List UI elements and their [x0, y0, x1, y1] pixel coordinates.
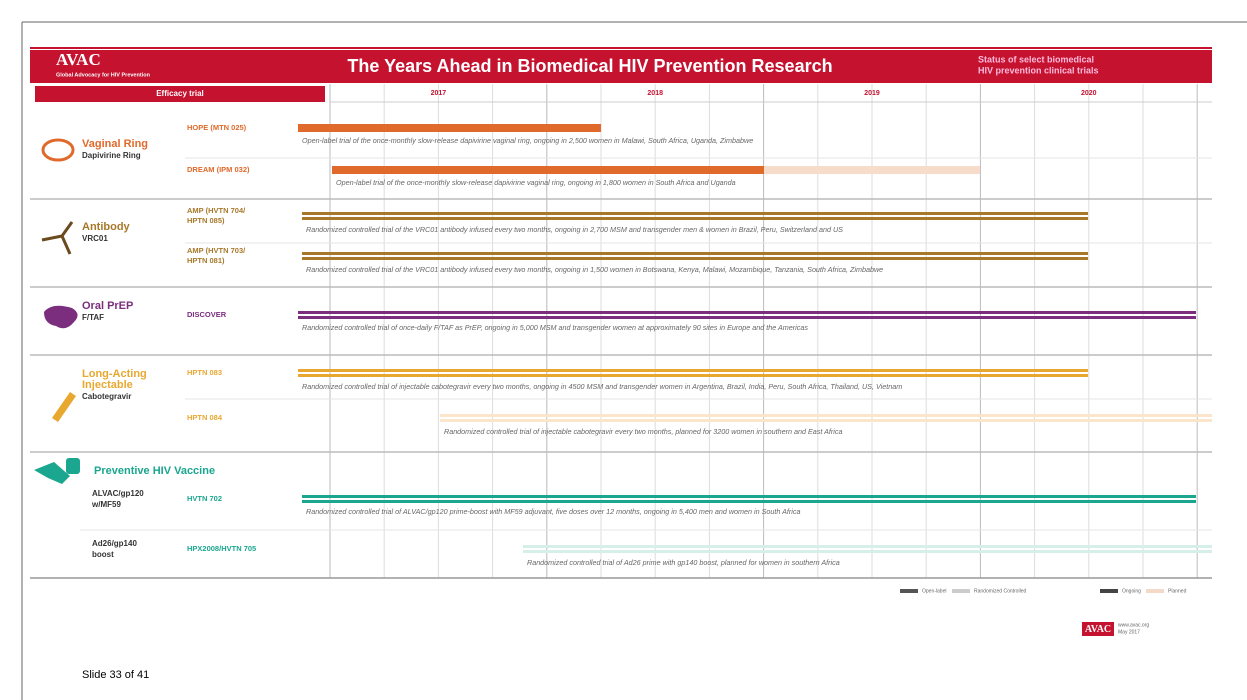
footer-line: May 2017: [1118, 629, 1140, 635]
trial-bar: [298, 311, 1196, 314]
trial-name: HOPE (MTN 025): [187, 123, 247, 132]
antibody-icon: [41, 221, 74, 255]
trial-bar: [332, 166, 764, 174]
tab: [35, 86, 325, 102]
legend-label: Open-label: [922, 588, 946, 594]
subtitle-line: HIV prevention clinical trials: [978, 65, 1099, 75]
legend-label: Ongoing: [1122, 588, 1141, 594]
trial-description: Open-label trial of the once-monthly slo…: [302, 136, 753, 145]
trial-name: HPTN 083: [187, 368, 222, 377]
product-name: VRC01: [82, 234, 108, 243]
legend-label: Planned: [1168, 588, 1187, 594]
trial-bar: [302, 217, 1088, 220]
group-name: Vaginal Ring: [82, 138, 148, 150]
trial-bar: [523, 550, 1212, 553]
trial-description: Randomized controlled trial of the VRC01…: [306, 265, 883, 274]
product-name: F/TAF: [82, 313, 104, 322]
trial-bar: [523, 545, 1212, 548]
trial-name: DREAM (IPM 032): [187, 165, 250, 174]
trial-description: Randomized controlled trial of once-dail…: [302, 323, 808, 332]
trial-bar: [302, 252, 1088, 255]
year-label: 2018: [647, 90, 663, 97]
footer-line: www.avac.org: [1118, 622, 1149, 628]
trial-bar: [298, 124, 601, 132]
trial-bar: [302, 212, 1088, 215]
year-label: 2017: [431, 90, 447, 97]
trial-bar: [302, 257, 1088, 260]
trial-bar: [440, 414, 1212, 417]
pill-icon: [44, 305, 78, 329]
product-name: w/MF59: [91, 500, 121, 509]
header-rule: [30, 47, 1212, 49]
legend-swatch: [952, 589, 970, 593]
footer-logo-box: [1082, 622, 1114, 636]
group-name: Long-Acting: [82, 368, 147, 380]
trial-name: HPTN 081): [187, 256, 225, 265]
legend-swatch: [1146, 589, 1164, 593]
year-label: 2019: [864, 90, 880, 97]
footer-logo: AVAC: [1085, 624, 1111, 635]
trial-name: DISCOVER: [187, 310, 227, 319]
ring-icon: [41, 138, 75, 162]
trial-bar: [298, 316, 1196, 319]
header-band: [30, 50, 1212, 83]
subtitle-line: Status of select biomedical: [978, 54, 1094, 64]
trial-bar: [298, 374, 1088, 377]
trial-description: Randomized controlled trial of the VRC01…: [306, 225, 843, 234]
title: The Years Ahead in Biomedical HIV Preven…: [347, 56, 832, 76]
trial-bar: [302, 495, 1196, 498]
legend-swatch: [900, 589, 918, 593]
slide-label: Slide 33 of 41: [82, 669, 149, 681]
trial-bar: [298, 369, 1088, 372]
trial-description: Randomized controlled trial of ALVAC/gp1…: [306, 507, 801, 516]
trial-name: AMP (HVTN 703/: [187, 246, 246, 255]
trial-bar: [302, 500, 1196, 503]
group-name: Preventive HIV Vaccine: [94, 465, 215, 477]
trial-description: Randomized controlled trial of injectabl…: [302, 382, 902, 391]
group-name: Injectable: [82, 379, 133, 391]
legend-label: Randomized Controlled: [974, 588, 1026, 594]
trial-description: Randomized controlled trial of injectabl…: [444, 427, 842, 436]
trial-name: AMP (HVTN 704/: [187, 206, 246, 215]
trial-name: HPTN 085): [187, 216, 225, 225]
slide-frame: [21, 21, 1247, 700]
product-name: Cabotegravir: [82, 392, 131, 401]
product-name: boost: [92, 550, 114, 559]
group-name: Oral PrEP: [82, 300, 133, 312]
trial-description: Randomized controlled trial of Ad26 prim…: [527, 558, 840, 567]
vial-icon: [66, 458, 80, 474]
trial-bar: [764, 166, 980, 174]
vaccine-icon: [34, 462, 70, 484]
tab-label: Efficacy trial: [156, 89, 204, 98]
logo-tagline: Global Advocacy for HIV Prevention: [56, 72, 151, 78]
product-name: Ad26/gp140: [92, 539, 137, 548]
group-name: Antibody: [82, 221, 131, 233]
logo: AVAC: [56, 50, 101, 69]
product-name: ALVAC/gp120: [92, 489, 144, 498]
trial-name: HPX2008/HVTN 705: [187, 544, 256, 553]
legend-swatch: [1100, 589, 1118, 593]
trial-name: HPTN 084: [187, 413, 223, 422]
trial-description: Open-label trial of the once-monthly slo…: [336, 178, 736, 187]
year-label: 2020: [1081, 90, 1097, 97]
trial-name: HVTN 702: [187, 494, 222, 503]
syringe-icon: [52, 392, 76, 422]
product-name: Dapivirine Ring: [82, 151, 141, 160]
trial-bar: [440, 419, 1212, 422]
